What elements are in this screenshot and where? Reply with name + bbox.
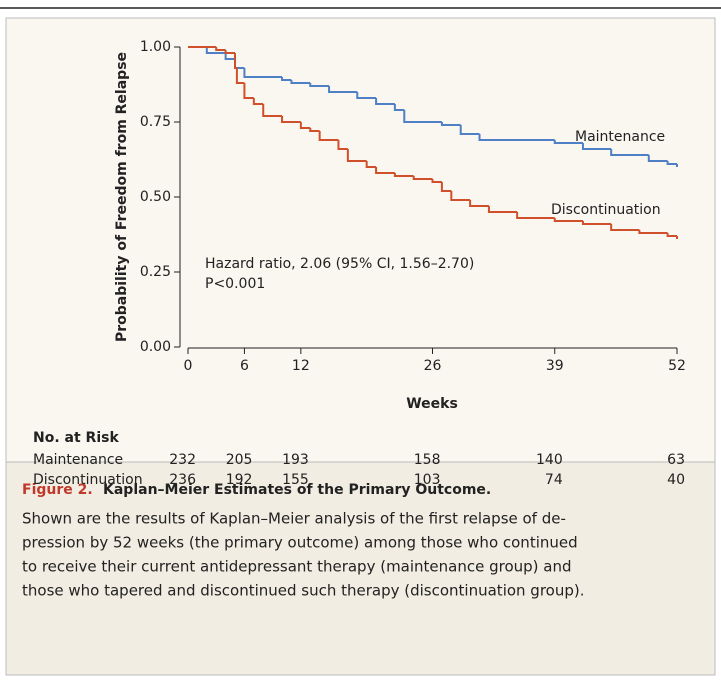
x-tick-label: 26 (424, 358, 442, 374)
x-axis-title: Weeks (406, 396, 458, 412)
survival-step (281, 116, 301, 123)
survival-step (356, 92, 377, 99)
y-tick-label: 0.50 (140, 189, 171, 205)
survival-step (243, 83, 254, 99)
y-tick-label: 0.75 (140, 114, 171, 130)
risk-value: 193 (282, 452, 309, 468)
caption-line: Shown are the results of Kaplan–Meier an… (22, 510, 566, 528)
survival-step (553, 218, 583, 222)
series-label: Maintenance (575, 129, 665, 145)
survival-step (459, 125, 480, 135)
survival-step (581, 143, 612, 150)
risk-value: 63 (667, 452, 685, 468)
survival-step (393, 104, 405, 111)
survival-step (215, 47, 226, 51)
survival-step (290, 80, 311, 84)
caption-line: those who tapered and discontinued such … (22, 582, 585, 600)
survival-step (403, 110, 442, 123)
survival-step (375, 98, 395, 105)
survival-step (440, 182, 452, 192)
survival-step (337, 140, 348, 150)
caption-title: Kaplan–Meier Estimates of the Primary Ou… (103, 482, 491, 498)
risk-value: 205 (226, 452, 253, 468)
caption-line: pression by 52 weeks (the primary outcom… (22, 534, 578, 552)
survival-step (440, 122, 461, 126)
survival-step (431, 179, 442, 183)
x-tick-label: 6 (240, 358, 249, 374)
annotation: Hazard ratio, 2.06 (95% CI, 1.56–2.70) (205, 256, 474, 272)
risk-value: 140 (536, 452, 563, 468)
survival-step (365, 161, 377, 168)
survival-step (450, 191, 471, 201)
survival-step (469, 200, 489, 207)
risk-title: No. at Risk (33, 430, 119, 446)
survival-step (328, 86, 358, 93)
survival-step (666, 233, 677, 237)
x-tick-label: 12 (292, 358, 310, 374)
survival-step (235, 68, 245, 84)
y-tick-label: 1.00 (140, 39, 171, 55)
survival-step (581, 221, 612, 225)
survival-step (610, 224, 640, 231)
caption-line: to receive their current antidepressant … (22, 558, 572, 576)
survival-step (224, 50, 236, 54)
y-tick-label: 0.00 (140, 339, 171, 355)
survival-step (553, 140, 583, 144)
survival-step (309, 128, 320, 132)
survival-step (638, 230, 668, 234)
survival-step (281, 77, 292, 81)
survival-step (487, 206, 518, 213)
risk-value: 40 (667, 472, 685, 488)
survival-step (243, 68, 283, 78)
series-label: Discontinuation (551, 202, 661, 218)
survival-step (412, 176, 433, 180)
risk-value: 74 (545, 472, 563, 488)
risk-value: 232 (169, 452, 196, 468)
risk-value: 192 (226, 472, 253, 488)
survival-step (318, 131, 339, 141)
survival-step (375, 167, 395, 174)
survival-step (309, 83, 330, 87)
caption-figure: Figure 2. (22, 482, 93, 498)
risk-row-label: Maintenance (33, 452, 123, 468)
annotation: P<0.001 (205, 276, 265, 292)
survival-step (262, 104, 283, 117)
survival-step (478, 134, 555, 141)
x-tick-label: 39 (546, 358, 564, 374)
y-axis-title: Probability of Freedom from Relapse (114, 52, 130, 342)
risk-value: 236 (169, 472, 196, 488)
survival-step (224, 53, 236, 60)
survival-step (516, 212, 555, 219)
survival-step (299, 122, 311, 129)
survival-step (393, 173, 414, 177)
x-tick-label: 0 (184, 358, 193, 374)
x-tick-label: 52 (668, 358, 686, 374)
survival-step (666, 161, 677, 165)
caption-panel (5, 461, 716, 676)
risk-value: 155 (282, 472, 309, 488)
y-tick-label: 0.25 (140, 264, 171, 280)
survival-step (647, 155, 668, 162)
risk-value: 103 (414, 472, 441, 488)
survival-step (205, 47, 226, 54)
survival-step (346, 149, 367, 162)
survival-step (252, 98, 264, 105)
survival-step (610, 149, 649, 156)
risk-row-label: Discontinuation (33, 472, 143, 488)
risk-value: 158 (414, 452, 441, 468)
